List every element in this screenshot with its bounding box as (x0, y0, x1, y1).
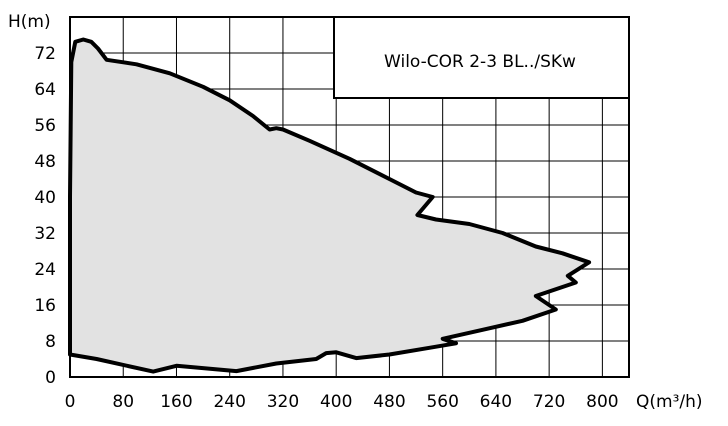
x-tick-label: 0 (65, 392, 76, 412)
y-tick-label: 56 (34, 116, 56, 136)
y-tick-label: 0 (45, 368, 56, 388)
x-axis-label: Q(m³/h) (636, 392, 703, 412)
y-tick-label: 40 (34, 188, 56, 208)
y-tick-label: 72 (34, 44, 56, 64)
y-tick-label: 48 (34, 152, 56, 172)
x-tick-label: 160 (160, 392, 192, 412)
title-box: Wilo-COR 2-3 BL../SKw (333, 16, 630, 99)
y-tick-label: 24 (34, 260, 56, 280)
performance-area (68, 37, 592, 374)
x-tick-label: 320 (267, 392, 299, 412)
x-tick-label: 640 (480, 392, 512, 412)
x-tick-label: 800 (586, 392, 618, 412)
y-tick-label: 64 (34, 80, 56, 100)
x-tick-label: 720 (533, 392, 565, 412)
x-tick-label: 240 (213, 392, 245, 412)
y-axis-label: H(m) (8, 12, 51, 32)
y-tick-label: 32 (34, 224, 56, 244)
x-tick-label: 480 (373, 392, 405, 412)
y-tick-label: 16 (34, 296, 56, 316)
y-axis-ticks: 0 8 16 24 32 40 48 56 64 72 (34, 44, 56, 388)
x-axis-ticks: 0 80 160 240 320 400 480 560 640 720 800 (65, 392, 619, 412)
title-box-frame (333, 16, 630, 99)
x-tick-label: 560 (426, 392, 458, 412)
y-tick-label: 8 (45, 332, 56, 352)
x-tick-label: 80 (112, 392, 134, 412)
chart-title: Wilo-COR 2-3 BL../SKw (384, 52, 576, 72)
x-tick-label: 400 (320, 392, 352, 412)
